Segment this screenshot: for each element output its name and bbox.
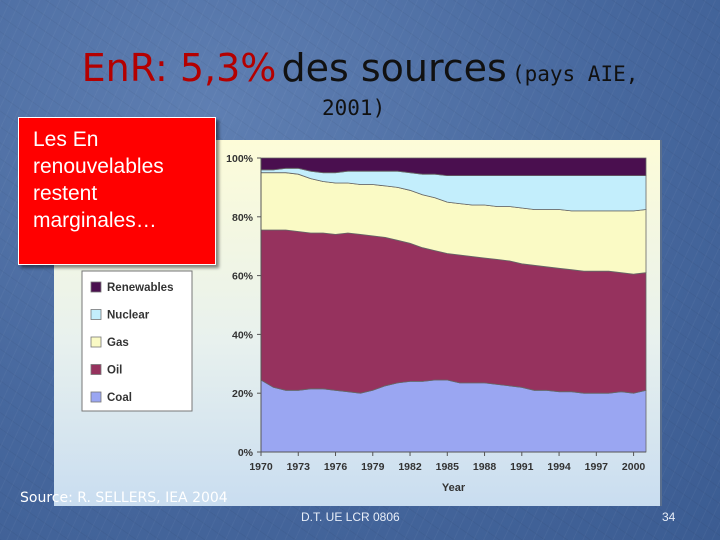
callout-text: Les En renouvelables restent marginales… — [33, 128, 164, 232]
page-number: 34 — [662, 510, 676, 524]
x-tick-label: 1988 — [473, 461, 497, 473]
legend-label-coal: Coal — [107, 392, 132, 404]
x-tick-label: 2000 — [622, 461, 646, 473]
y-tick-label: 0% — [238, 447, 254, 459]
legend-label-oil: Oil — [107, 365, 122, 377]
y-tick-label: 40% — [232, 329, 254, 341]
x-tick-label: 1997 — [585, 461, 609, 473]
legend-swatch-oil — [90, 364, 102, 375]
title-line2: 2001) — [322, 96, 386, 120]
slide-title: EnR: 5,3% des sources (pays AIE, — [0, 46, 720, 90]
x-tick-label: 1973 — [287, 461, 311, 473]
title-small: (pays AIE, — [511, 62, 639, 86]
y-tick-label: 20% — [232, 388, 254, 400]
legend-swatch-gas — [90, 336, 102, 348]
x-tick-label: 1970 — [249, 461, 273, 473]
area-renewables — [260, 157, 647, 176]
y-tick-label: 80% — [232, 212, 254, 224]
x-axis-label: Year — [442, 482, 466, 494]
legend-label-renewables: Renewables — [107, 282, 173, 294]
x-tick-label: 1979 — [361, 461, 385, 473]
x-tick-label: 1991 — [510, 461, 534, 473]
callout-box: Les En renouvelables restent marginales… — [18, 117, 216, 265]
title-main: des sources — [281, 46, 507, 90]
legend-swatch-renewables — [90, 281, 102, 293]
x-tick-label: 1985 — [436, 461, 460, 473]
legend-label-gas: Gas — [107, 337, 129, 349]
x-tick-label: 1982 — [398, 461, 422, 473]
x-tick-label: 1976 — [324, 461, 348, 473]
y-tick-label: 60% — [232, 271, 254, 283]
stacked-area-chart: 0% 20% 40% 60% 80% 100% 1970 1973 1976 1979 1982 19… — [81, 153, 647, 494]
title-highlight: EnR: 5,3% — [81, 46, 277, 90]
legend-swatch-coal — [90, 391, 102, 403]
legend-swatch-nuclear — [90, 309, 102, 320]
source-note: Source: R. SELLERS, IEA 2004 — [20, 490, 228, 506]
x-tick-label: 1994 — [547, 461, 571, 473]
legend-label-nuclear: Nuclear — [107, 310, 150, 322]
footer-text: D.T. UE LCR 0806 — [301, 510, 400, 524]
y-tick-label: 100% — [226, 153, 254, 165]
